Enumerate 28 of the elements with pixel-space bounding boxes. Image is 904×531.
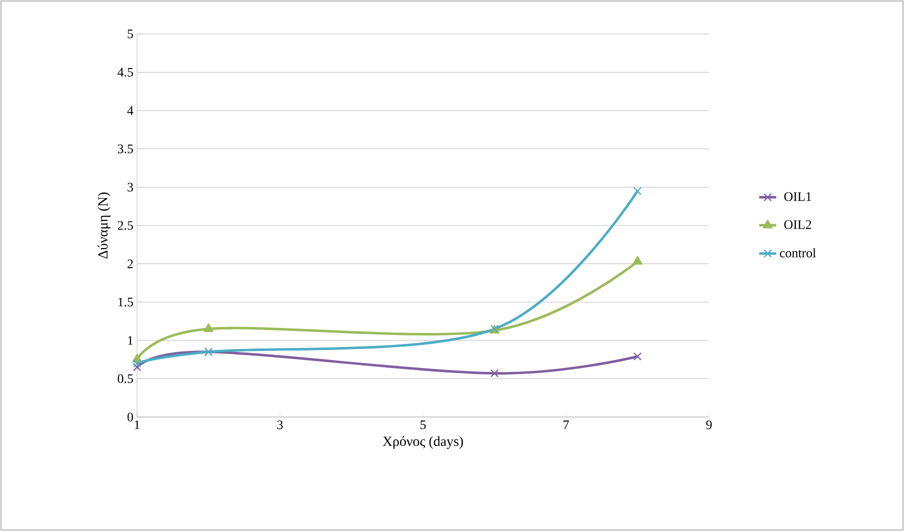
- y-axis-title: Δύναμη (N): [98, 192, 110, 259]
- legend-label: OIL1: [784, 192, 812, 201]
- x-tick-label: 7: [564, 420, 569, 429]
- y-tick-label: 4: [127, 106, 134, 115]
- y-tick-label: 0.5: [118, 374, 133, 384]
- y-tick-label: 0: [128, 412, 133, 422]
- point: [633, 352, 642, 361]
- legend-label: OIL2: [784, 220, 812, 229]
- x-tick-label: 9: [706, 420, 712, 430]
- point: [490, 369, 499, 378]
- y-tick-label: 3: [128, 182, 133, 192]
- point: [633, 186, 642, 196]
- x-tick-label: 3: [277, 420, 283, 430]
- y-tick-label: 4.5: [118, 68, 133, 77]
- point: [632, 256, 642, 265]
- point: [132, 359, 142, 368]
- y-tick-label: 2: [128, 259, 133, 268]
- y-tick-label: 1: [128, 336, 133, 345]
- y-tick-label: 2.5: [118, 221, 133, 230]
- y-tick-label: 3.5: [118, 144, 133, 154]
- y-tick-label: 5: [128, 30, 133, 38]
- x-tick-label: 1: [134, 420, 140, 430]
- point: [204, 323, 214, 332]
- x-axis-title: Χρόνος (days): [382, 436, 463, 449]
- y-tick-label: 1.5: [118, 298, 133, 306]
- legend-label: control: [780, 248, 816, 258]
- x-tick-label: 5: [420, 420, 426, 430]
- point: [132, 363, 142, 372]
